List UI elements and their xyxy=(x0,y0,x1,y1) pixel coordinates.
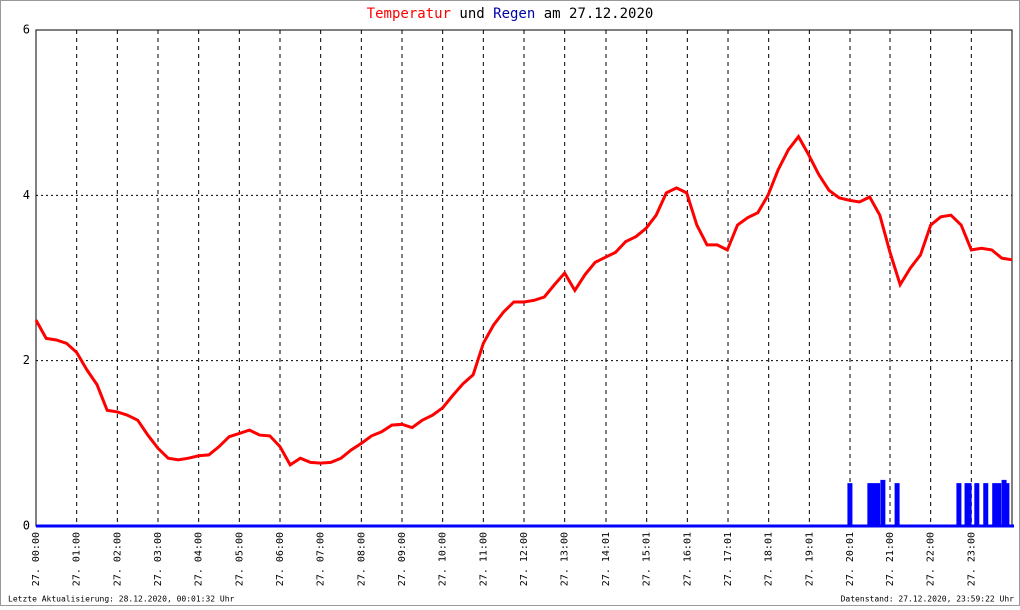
x-tick-label: 27. 14:01 xyxy=(601,532,612,586)
x-tick-label: 27. 08:00 xyxy=(356,532,367,586)
x-tick-label: 27. 17:01 xyxy=(723,532,734,586)
x-tick-label: 27. 01:00 xyxy=(72,532,83,586)
x-tick-label: 27. 00:00 xyxy=(31,532,42,586)
chart-title: Temperatur und Regen am 27.12.2020 xyxy=(367,6,654,22)
x-tick-label: 27. 10:00 xyxy=(438,532,449,586)
x-tick-label: 27. 16:01 xyxy=(682,532,693,586)
x-tick-label: 27. 05:00 xyxy=(234,532,245,586)
footer-right: Datenstand: 27.12.2020, 23:59:22 Uhr xyxy=(841,595,1015,604)
y-tick-label: 2 xyxy=(23,353,30,367)
x-tick-label: 27. 20:01 xyxy=(845,532,856,586)
x-tick-label: 27. 13:00 xyxy=(560,532,571,586)
x-tick-label: 27. 07:00 xyxy=(316,532,327,586)
x-tick-label: 27. 23:00 xyxy=(966,532,977,586)
title-part: am 27.12.2020 xyxy=(544,6,654,22)
x-tick-label: 27. 06:00 xyxy=(275,532,286,586)
x-tick-label: 27. 02:00 xyxy=(112,532,123,586)
title-series-1: Temperatur xyxy=(367,6,451,22)
y-tick-label: 4 xyxy=(23,188,30,202)
title-part: und xyxy=(459,6,484,22)
rain-line xyxy=(36,479,1014,528)
y-tick-label: 6 xyxy=(23,23,30,37)
x-tick-label: 27. 11:00 xyxy=(478,532,489,586)
x-tick-label: 27. 09:00 xyxy=(397,532,408,586)
x-tick-label: 27. 22:00 xyxy=(926,532,937,586)
x-tick-label: 27. 21:00 xyxy=(885,532,896,586)
title-series-2: Regen xyxy=(493,6,535,22)
footer-left: Letzte Aktualisierung: 28.12.2020, 00:01… xyxy=(8,595,235,604)
x-tick-label: 27. 15:01 xyxy=(642,532,653,586)
y-tick-label: 0 xyxy=(23,519,30,533)
x-tick-label: 27. 03:00 xyxy=(153,532,164,586)
x-tick-label: 27. 04:00 xyxy=(194,532,205,586)
x-tick-label: 27. 19:01 xyxy=(804,532,815,586)
x-tick-label: 27. 12:00 xyxy=(519,532,530,586)
temperature-line xyxy=(34,133,1013,467)
x-tick-label: 27. 18:01 xyxy=(764,532,775,586)
